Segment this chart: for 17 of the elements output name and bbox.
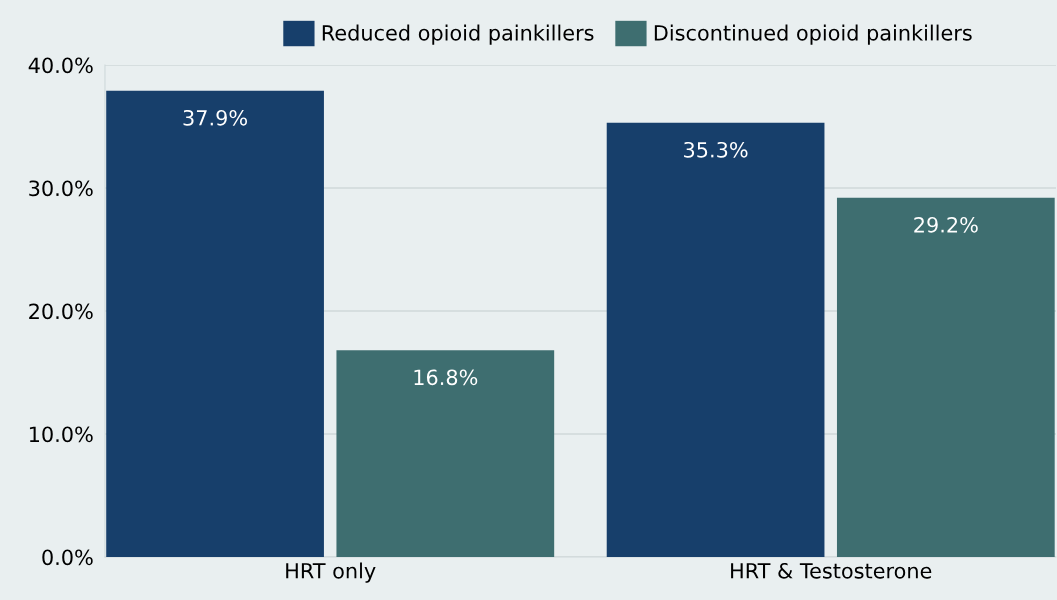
data-label: 35.3% <box>684 141 748 158</box>
x-tick-label: HRT only <box>286 562 376 583</box>
bar <box>106 90 324 557</box>
y-tick-label: 0.0% <box>42 549 93 566</box>
legend-label: Reduced opioid painkillers <box>322 24 594 45</box>
bar <box>836 197 1055 557</box>
y-tick-label: 30.0% <box>29 180 93 197</box>
legend-label: Discontinued opioid painkillers <box>654 24 972 45</box>
y-tick-label: 10.0% <box>29 426 93 443</box>
y-tick-label: 20.0% <box>29 303 93 320</box>
data-label: 16.8% <box>414 369 478 386</box>
y-tick-label: 40.0% <box>28 57 93 74</box>
x-tick-label: HRT & Testosterone <box>731 562 932 579</box>
data-label: 29.2% <box>914 216 978 233</box>
data-label: 37.9% <box>183 109 248 126</box>
bar <box>336 350 555 557</box>
bar <box>606 122 825 557</box>
